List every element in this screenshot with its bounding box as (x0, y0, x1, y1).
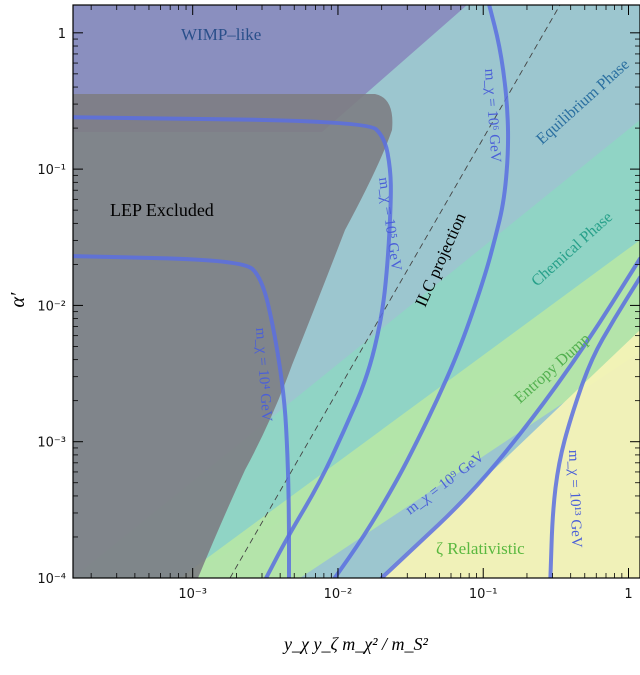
x-tick-label: 10⁻¹ (469, 587, 498, 602)
zeta-relativistic-label: ζ Relativistic (436, 539, 525, 558)
m13-label: m_χ = 10¹³ GeV (565, 450, 584, 549)
x-tick-label: 10⁻³ (178, 587, 207, 602)
y-axis-label: α′ (7, 292, 29, 307)
m4-label: m_χ = 10⁴ GeV (252, 327, 275, 422)
curve-m5 (73, 115, 393, 578)
wimp-like-label: WIMP–like (181, 25, 261, 44)
plot-area (73, 5, 640, 578)
curve-m13 (548, 275, 640, 578)
entropy-dump-region (180, 240, 640, 578)
lep-excluded-label: LEP Excluded (110, 200, 214, 220)
x-tick-label: 1 (624, 587, 632, 602)
x-axis-label: y_χ y_ζ m_χ² / m_S² (282, 634, 428, 654)
axis-ticks: 10⁻³ 10⁻² 10⁻¹ 1 10⁻⁴ 10⁻³ 10⁻² 10⁻¹ 1 (37, 5, 640, 602)
y-tick-label: 1 (58, 27, 66, 42)
x-tick-label: 10⁻² (324, 587, 353, 602)
m6-label: m_χ = 10⁶ GeV (481, 68, 504, 163)
curve-m4 (73, 254, 291, 578)
curve-m6 (332, 5, 511, 578)
lep-excluded-region (73, 94, 393, 578)
y-tick-label: 10⁻⁴ (37, 572, 66, 587)
curve-m9 (379, 256, 640, 578)
y-tick-label: 10⁻¹ (37, 163, 66, 178)
y-tick-label: 10⁻³ (37, 436, 66, 451)
y-tick-label: 10⁻² (37, 299, 66, 314)
plot-frame (72, 4, 640, 579)
